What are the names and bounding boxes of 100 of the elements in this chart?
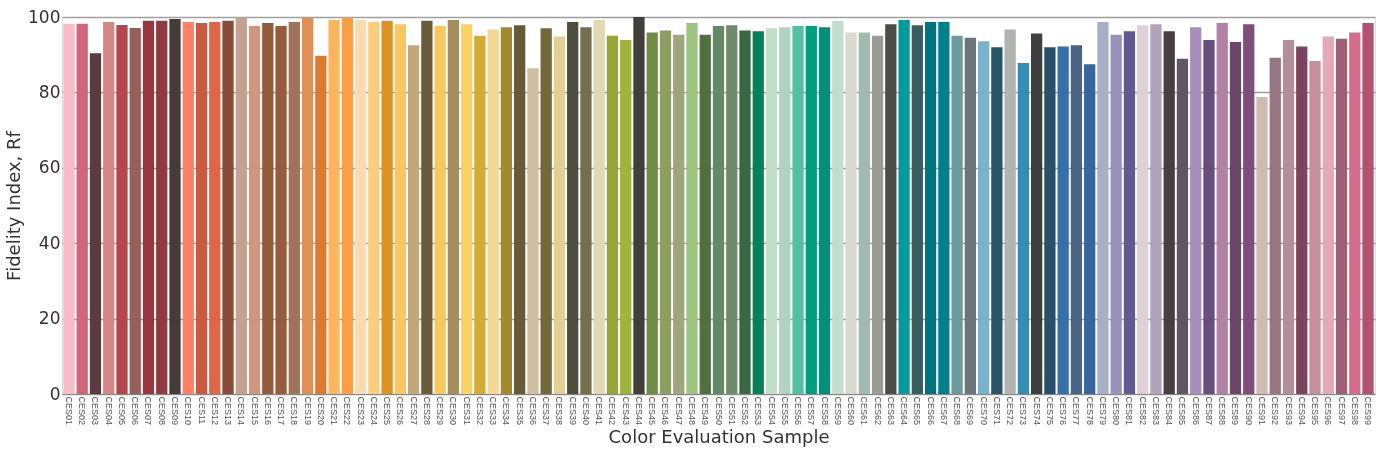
bar <box>527 68 539 394</box>
y-tick-label: 80 <box>38 81 61 102</box>
x-tick-label: CES11 <box>196 396 207 425</box>
x-tick-label: CES92 <box>1270 396 1281 426</box>
bar <box>156 20 168 394</box>
x-tick-label: CES48 <box>686 396 697 426</box>
bar <box>726 25 738 394</box>
bar <box>620 40 632 394</box>
bar <box>1216 23 1228 394</box>
bar <box>1031 33 1043 394</box>
bar <box>461 24 473 394</box>
x-tick-label: CES83 <box>1150 396 1161 426</box>
x-tick-label: CES69 <box>965 396 976 426</box>
x-tick-label: CES65 <box>912 396 923 426</box>
bar <box>911 25 923 394</box>
x-tick-label: CES75 <box>1044 396 1055 426</box>
x-tick-label: CES49 <box>700 396 711 426</box>
y-tick-label: 0 <box>49 383 61 404</box>
x-tick-label: CES67 <box>938 396 949 426</box>
bar <box>805 26 817 394</box>
x-tick-label: CES14 <box>236 396 247 426</box>
x-tick-label: CES22 <box>342 396 353 426</box>
y-tick-label: 40 <box>38 232 61 253</box>
x-tick-label: CES77 <box>1071 396 1082 426</box>
x-tick-label: CES06 <box>130 396 141 426</box>
bar <box>89 53 102 394</box>
x-tick-label: CES99 <box>1363 396 1374 426</box>
x-tick-label: CES63 <box>885 396 896 426</box>
x-tick-label: CES41 <box>594 396 605 426</box>
x-tick-label: CES62 <box>872 396 883 426</box>
bar <box>142 20 155 394</box>
bar <box>169 18 181 394</box>
bar <box>977 41 990 394</box>
x-tick-label: CES24 <box>368 396 379 426</box>
x-tick-label: CES81 <box>1124 396 1135 426</box>
y-tick-label: 20 <box>38 308 61 329</box>
bar <box>1296 46 1308 394</box>
x-tick-label: CES51 <box>726 396 737 426</box>
bar <box>301 17 314 394</box>
bar <box>792 26 804 394</box>
bar <box>924 21 937 394</box>
bar <box>195 23 208 394</box>
x-tick-label: CES20 <box>315 396 326 426</box>
x-tick-label: CES57 <box>806 396 817 426</box>
x-tick-label: CES87 <box>1203 396 1214 426</box>
x-tick-label: CES58 <box>819 396 830 426</box>
x-tick-label: CES89 <box>1230 396 1241 426</box>
x-tick-label: CES40 <box>580 396 591 426</box>
bar <box>222 20 234 394</box>
x-tick-label: CES21 <box>329 396 340 426</box>
x-tick-label: CES93 <box>1283 396 1294 426</box>
bar <box>129 27 141 394</box>
x-tick-label: CES05 <box>116 396 127 426</box>
x-tick-label: CES15 <box>249 396 260 426</box>
x-tick-label: CES80 <box>1111 396 1122 426</box>
x-tick-label: CES30 <box>448 396 459 426</box>
bar <box>1349 32 1361 394</box>
x-tick-label: CES32 <box>474 396 485 426</box>
bar <box>699 34 711 394</box>
x-tick-label: CES08 <box>156 396 167 426</box>
x-tick-label: CES03 <box>90 396 101 426</box>
x-tick-label: CES79 <box>1097 396 1108 426</box>
x-tick-label: CES19 <box>302 396 313 426</box>
x-tick-label: CES90 <box>1243 396 1254 426</box>
x-tick-label: CES72 <box>1005 396 1016 426</box>
bar <box>500 27 513 394</box>
x-tick-label: CES91 <box>1256 396 1267 426</box>
x-tick-label: CES76 <box>1058 396 1069 426</box>
x-tick-label: CES50 <box>713 396 724 426</box>
bar <box>1190 27 1202 394</box>
x-tick-label: CES98 <box>1349 396 1360 426</box>
bar <box>832 20 844 394</box>
x-tick-label: CES45 <box>647 396 658 426</box>
x-tick-label: CES44 <box>633 396 644 426</box>
bar <box>487 29 499 394</box>
bar <box>1282 40 1295 394</box>
x-tick-label: CES70 <box>978 396 989 426</box>
x-tick-label: CES37 <box>541 396 552 426</box>
x-tick-label: CES60 <box>846 396 857 426</box>
x-tick-label: CES85 <box>1177 396 1188 426</box>
bar <box>103 21 115 394</box>
x-tick-label: CES13 <box>223 396 234 426</box>
x-tick-label: CES38 <box>554 396 565 426</box>
x-tick-label: CES97 <box>1336 396 1347 426</box>
bar <box>951 35 963 394</box>
bar <box>1004 29 1016 394</box>
bar <box>1203 40 1215 394</box>
x-tick-label: CES42 <box>607 396 618 426</box>
x-tick-label: CES73 <box>1018 396 1029 426</box>
bar <box>315 55 327 394</box>
bar <box>659 30 672 394</box>
x-tick-label: CES10 <box>183 396 194 426</box>
bar <box>288 21 300 394</box>
bar <box>593 20 605 394</box>
bar <box>235 17 247 394</box>
bar <box>1163 31 1175 394</box>
x-tick-label: CES02 <box>77 396 88 426</box>
bar <box>275 26 287 394</box>
x-tick-label: CES96 <box>1323 396 1334 426</box>
x-tick-label: CES18 <box>289 396 300 426</box>
